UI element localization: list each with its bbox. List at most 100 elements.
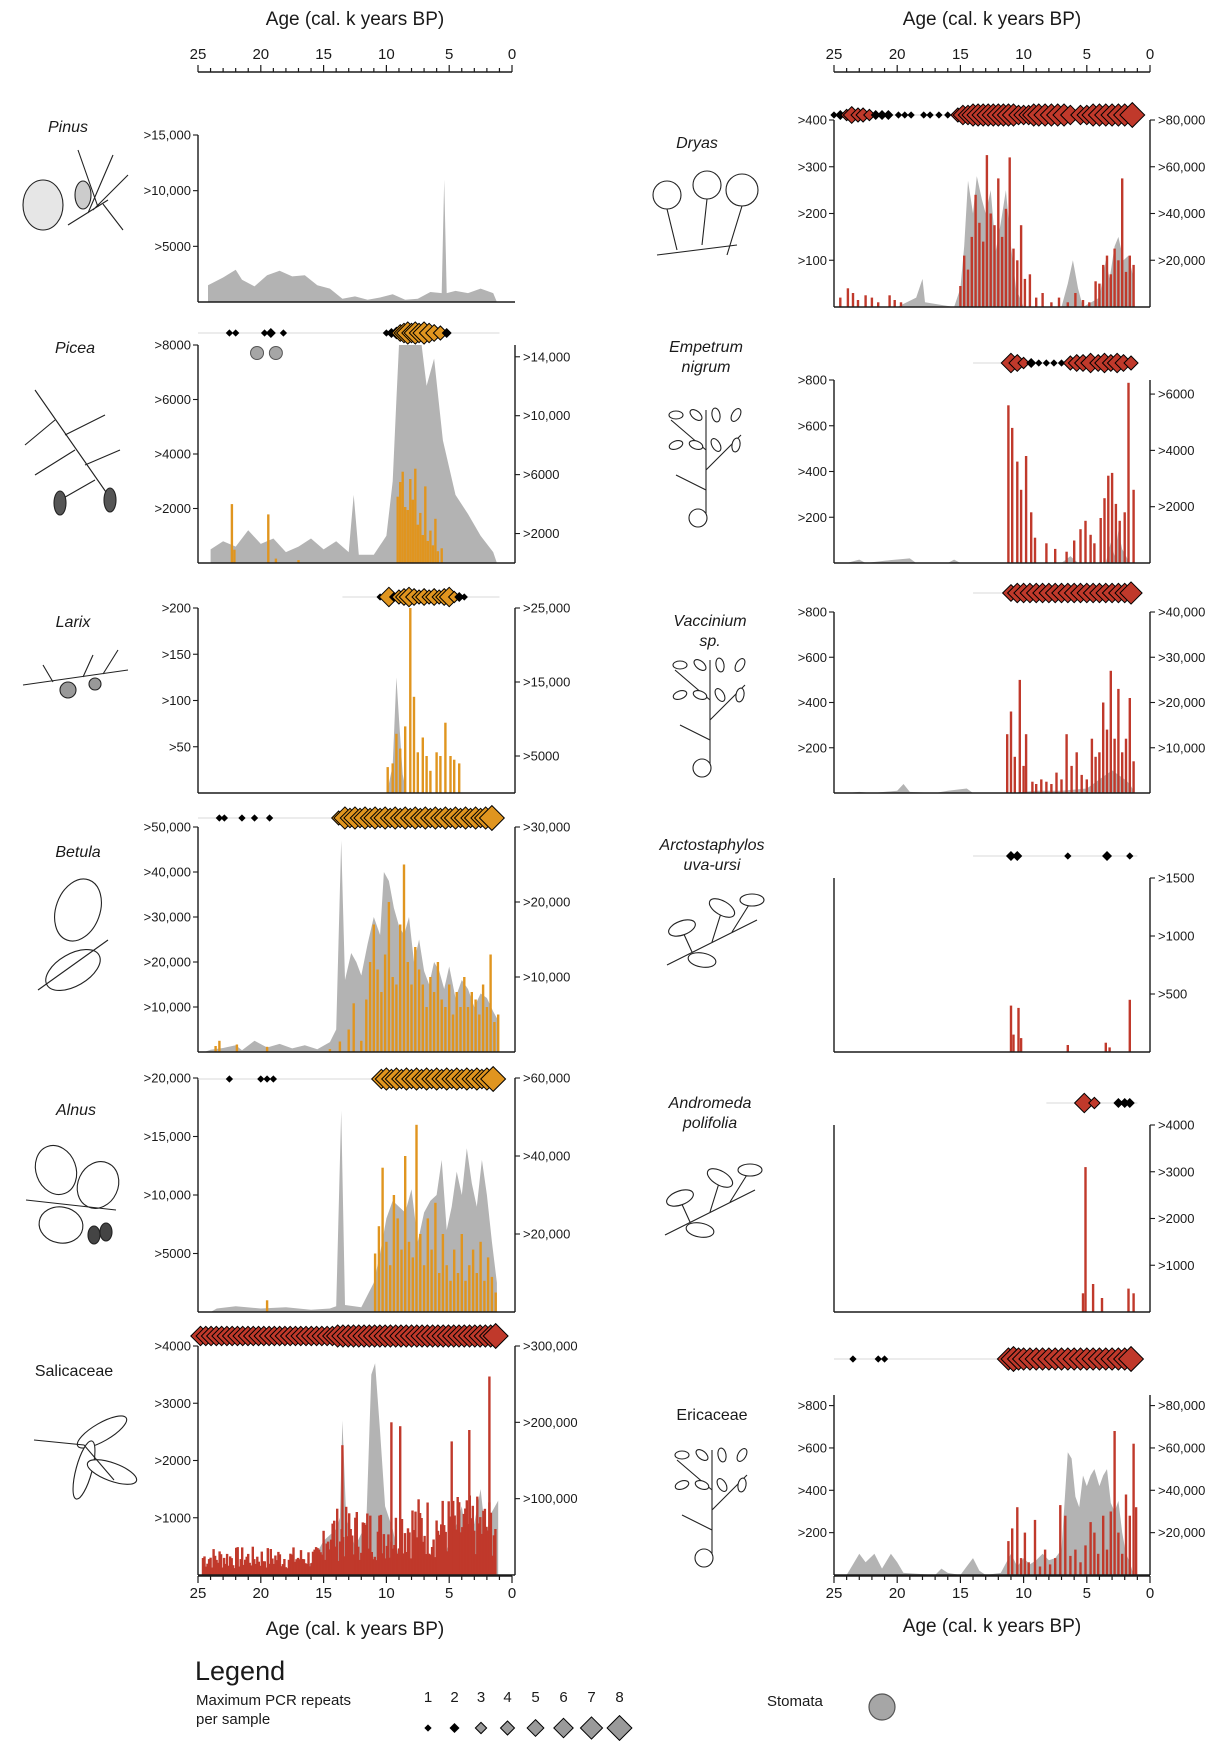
dna-read-bar (1054, 1558, 1057, 1575)
dna-read-bar (982, 241, 985, 307)
left-y-tick-label: >30,000 (144, 910, 191, 925)
dna-read-bar (1057, 297, 1061, 307)
leaf-outline (711, 407, 721, 423)
dna-read-bar (436, 551, 440, 563)
dna-read-bar (438, 1273, 441, 1312)
dna-read-bar (1118, 520, 1121, 563)
dna-read-bar (347, 1029, 350, 1052)
right-y-tick-label: >4000 (1158, 443, 1195, 458)
dna-read-bar (1127, 1288, 1130, 1312)
right-y-tick-label: >30,000 (1158, 650, 1205, 665)
dna-read-bar (444, 722, 447, 793)
dna-read-bar (444, 1007, 447, 1052)
dna-read-bar (421, 984, 424, 1052)
right-y-tick-label: >80,000 (1158, 1398, 1205, 1413)
left-y-tick-label: >1000 (154, 1510, 191, 1525)
right-y-tick-label: >1500 (1158, 871, 1195, 886)
dna-read-bar (383, 954, 387, 1052)
age-tick-label: 20 (889, 46, 906, 63)
left-y-tick-label: >400 (798, 113, 827, 128)
dna-read-bar (373, 1556, 376, 1575)
dna-read-bar (233, 1568, 236, 1575)
pcr-repeat-marker (883, 109, 894, 121)
dna-read-bar (482, 1510, 485, 1575)
dna-read-bar (492, 1535, 496, 1575)
dna-read-bar (245, 1556, 248, 1575)
dna-read-bar (311, 1551, 315, 1575)
dna-read-bar (248, 1562, 251, 1575)
pcr-repeat-marker (1035, 359, 1043, 367)
dna-read-bar (474, 1554, 477, 1575)
dna-read-bar (471, 1249, 475, 1312)
dryas-flowers-illustration (652, 170, 759, 256)
dna-read-bar (1028, 274, 1032, 307)
dna-read-bar (418, 1513, 422, 1575)
legend-pcr-diamond (526, 1718, 545, 1738)
left-y-tick-label: >5000 (154, 239, 191, 254)
dna-read-bar (326, 1541, 330, 1575)
dna-read-bar (339, 1541, 342, 1575)
pcr-repeat-marker (1050, 359, 1058, 367)
vaccinium-shoot-with-berry-illustration (672, 657, 746, 778)
dna-read-bar (1085, 779, 1088, 793)
dna-read-bar (1045, 781, 1048, 793)
dna-read-bar (370, 1552, 373, 1575)
dna-read-bar (1019, 1558, 1023, 1575)
left-y-tick-label: >400 (798, 695, 827, 710)
stomata-marker (250, 346, 265, 360)
pcr-repeat-marker (1026, 357, 1037, 369)
legend-pcr-level-label: 4 (503, 1689, 511, 1706)
pcr-repeat-marker (1012, 850, 1023, 862)
left-y-tick-label: >15,000 (144, 128, 191, 143)
dna-read-bar (494, 1529, 497, 1575)
taxon-name: Ericaceae (676, 1407, 747, 1424)
dna-read-bar (429, 1554, 432, 1575)
dna-read-bar (1016, 260, 1019, 308)
dna-read-bar (1114, 503, 1118, 563)
dna-read-bar (399, 748, 402, 793)
panel-pinus: >5000 >10,000 >15,000 Pinus (22, 119, 515, 303)
pollen-area (210, 1110, 497, 1312)
dna-read-bar (1089, 1522, 1092, 1575)
leaf-outline (736, 1448, 748, 1462)
left-y-tick-label: >400 (798, 464, 827, 479)
left-y-tick-label: >200 (798, 740, 827, 755)
left-y-tick-label: >2000 (154, 1453, 191, 1468)
dna-read-bar (297, 560, 300, 563)
dna-read-bar (432, 1539, 435, 1575)
dna-read-bar (1117, 688, 1120, 793)
dna-read-bar (1089, 534, 1092, 563)
dna-read-bar (348, 1513, 351, 1575)
dna-read-bar (1109, 670, 1112, 793)
dna-read-bar (357, 1546, 360, 1575)
dna-read-bar (1019, 225, 1023, 307)
right-y-tick-label: >40,000 (1158, 1483, 1205, 1498)
left-y-tick-label: >10,000 (144, 1000, 191, 1015)
dna-read-bar (395, 984, 398, 1052)
dna-read-bar (316, 1548, 319, 1575)
dna-read-bar (338, 1041, 342, 1052)
dna-read-bar (1065, 734, 1068, 793)
left-y-tick-label: >20,000 (144, 955, 191, 970)
legend-pcr-diamond (579, 1716, 604, 1740)
dna-read-bar (314, 1547, 318, 1575)
dna-read-bar (489, 954, 492, 1052)
dna-read-bar (1060, 779, 1063, 793)
dna-read-bar (1000, 236, 1004, 307)
dna-read-bar (459, 1532, 462, 1575)
dna-read-bar (343, 1556, 346, 1575)
dna-read-bar (221, 1567, 224, 1575)
panel-larix: >50 >100 >150 >200 >5000 >15,000 >25,000 Larix (22, 586, 570, 794)
dna-read-bar (244, 1559, 247, 1575)
left-y-tick-label: >50 (169, 739, 191, 754)
dna-read-bar (970, 236, 973, 307)
left-y-tick-label: >2000 (154, 501, 191, 516)
dna-read-bar (438, 1534, 441, 1575)
dna-read-bar (1024, 734, 1028, 793)
dna-read-bar (481, 984, 485, 1052)
dna-read-bar (1069, 1555, 1072, 1575)
age-tick-label: 25 (190, 1585, 207, 1602)
dna-read-bar (214, 1046, 217, 1052)
dna-read-bar (1024, 456, 1028, 563)
